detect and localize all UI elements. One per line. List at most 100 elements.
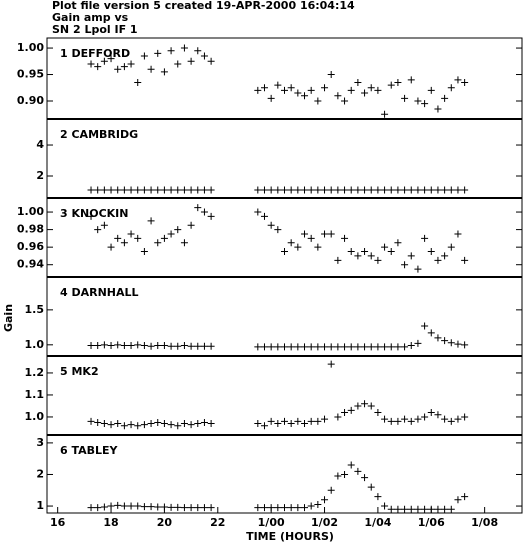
data-point	[194, 47, 202, 55]
data-point	[294, 504, 302, 512]
data-point	[347, 248, 355, 256]
data-point	[94, 63, 102, 71]
data-point	[334, 256, 342, 264]
data-point	[354, 402, 362, 410]
data-point	[180, 342, 188, 350]
data-point	[427, 248, 435, 256]
data-point	[321, 230, 329, 238]
data-point	[200, 208, 208, 216]
title-line: SN 2 Lpol IF 1	[52, 23, 138, 36]
data-point	[274, 81, 282, 89]
data-point	[127, 342, 135, 350]
y-tick-label: 0.98	[17, 223, 44, 236]
data-point	[447, 84, 455, 92]
data-point	[314, 243, 322, 251]
x-tick-label: 1/00	[258, 516, 285, 529]
data-point	[381, 186, 389, 194]
data-point	[187, 57, 195, 65]
data-point	[207, 420, 215, 428]
data-point	[167, 342, 175, 350]
data-point	[174, 503, 182, 511]
data-point	[200, 418, 208, 426]
data-point	[347, 461, 355, 469]
data-point	[180, 420, 188, 428]
data-point	[307, 417, 315, 425]
data-point	[287, 504, 295, 512]
data-point	[407, 76, 415, 84]
y-tick-label: 1.00	[17, 41, 44, 54]
data-point	[454, 230, 462, 238]
data-point	[361, 89, 369, 97]
y-tick-label: 2	[36, 169, 44, 182]
data-point	[187, 221, 195, 229]
data-point	[314, 186, 322, 194]
data-point	[187, 186, 195, 194]
data-point	[394, 417, 402, 425]
panel-label: 5 MK2	[60, 365, 99, 378]
panel-label: 2 CAMBRIDG	[60, 128, 138, 141]
data-point	[414, 339, 422, 347]
data-point	[447, 417, 455, 425]
data-point	[167, 503, 175, 511]
data-point	[401, 261, 409, 269]
data-point	[147, 342, 155, 350]
data-point	[107, 186, 115, 194]
data-point	[294, 343, 302, 351]
data-point	[207, 186, 215, 194]
data-point	[407, 505, 415, 513]
data-point	[374, 256, 382, 264]
data-point	[461, 413, 469, 421]
data-point	[194, 186, 202, 194]
data-point	[140, 342, 148, 350]
data-point	[367, 186, 375, 194]
data-point	[401, 94, 409, 102]
data-point	[334, 186, 342, 194]
data-point	[94, 504, 102, 512]
data-point	[434, 256, 442, 264]
data-point	[394, 343, 402, 351]
data-point	[127, 502, 135, 510]
data-point	[381, 110, 389, 118]
data-point	[454, 340, 462, 348]
data-point	[381, 243, 389, 251]
data-point	[281, 248, 288, 256]
data-point	[167, 47, 175, 55]
data-point	[387, 505, 395, 513]
data-point	[120, 422, 128, 430]
data-point	[207, 504, 215, 512]
data-point	[154, 503, 162, 511]
data-point	[274, 186, 282, 194]
data-point	[334, 92, 342, 100]
data-point	[327, 71, 335, 79]
data-point	[167, 186, 175, 194]
data-point	[200, 342, 208, 350]
data-point	[147, 217, 155, 225]
data-point	[407, 252, 415, 260]
data-point	[307, 234, 315, 242]
data-point	[374, 493, 382, 501]
data-point	[381, 502, 389, 510]
data-point	[427, 505, 435, 513]
data-point	[294, 243, 302, 251]
data-point	[367, 402, 375, 410]
y-tick-label: 0.96	[17, 240, 44, 253]
data-point	[140, 503, 148, 511]
x-axis-label: TIME (HOURS)	[246, 530, 334, 543]
y-tick-label: 1.2	[25, 366, 45, 379]
data-point	[414, 415, 422, 423]
data-point	[347, 343, 355, 351]
data-point	[407, 417, 415, 425]
data-point	[434, 186, 442, 194]
data-point	[434, 505, 442, 513]
data-point	[414, 505, 422, 513]
data-point	[134, 186, 142, 194]
data-point	[361, 343, 369, 351]
x-tick-label: 1/08	[471, 516, 498, 529]
data-point	[341, 470, 349, 478]
data-point	[287, 239, 295, 247]
data-point	[127, 230, 135, 238]
panel-label: 6 TABLEY	[60, 444, 119, 457]
data-point	[147, 420, 155, 428]
data-point	[421, 413, 429, 421]
